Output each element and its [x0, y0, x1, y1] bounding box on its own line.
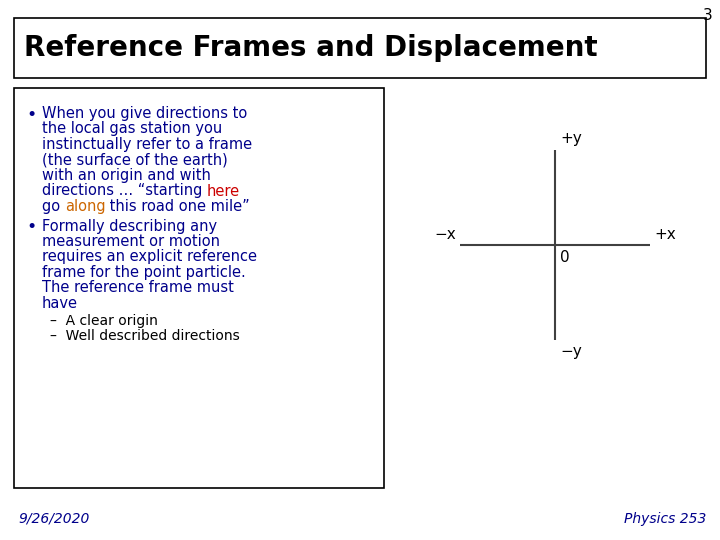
Text: •: •	[26, 106, 36, 124]
Text: When you give directions to: When you give directions to	[42, 106, 247, 121]
Text: Reference Frames and Displacement: Reference Frames and Displacement	[24, 34, 598, 62]
Text: go: go	[42, 199, 65, 214]
Text: with an origin and with: with an origin and with	[42, 168, 211, 183]
Text: Formally describing any: Formally describing any	[42, 219, 217, 233]
Text: the local gas station you: the local gas station you	[42, 122, 222, 137]
Text: along: along	[65, 199, 105, 214]
Text: instinctually refer to a frame: instinctually refer to a frame	[42, 137, 252, 152]
Text: •: •	[26, 219, 36, 237]
Text: 0: 0	[560, 250, 570, 265]
Text: −y: −y	[560, 344, 582, 359]
Text: have: have	[42, 296, 78, 311]
Text: frame for the point particle.: frame for the point particle.	[42, 265, 246, 280]
Text: +x: +x	[654, 227, 676, 242]
FancyBboxPatch shape	[14, 18, 706, 78]
Text: directions … “starting: directions … “starting	[42, 184, 207, 199]
Text: measurement or motion: measurement or motion	[42, 234, 220, 249]
Text: 3: 3	[703, 8, 713, 23]
Text: –  A clear origin: – A clear origin	[50, 314, 158, 327]
Text: –  Well described directions: – Well described directions	[50, 329, 240, 343]
Text: Physics 253: Physics 253	[624, 512, 706, 526]
Text: 9/26/2020: 9/26/2020	[18, 512, 89, 526]
Text: +y: +y	[560, 131, 582, 146]
Text: −x: −x	[434, 227, 456, 242]
Text: this road one mile”: this road one mile”	[105, 199, 250, 214]
Text: here: here	[207, 184, 240, 199]
Text: The reference frame must: The reference frame must	[42, 280, 234, 295]
FancyBboxPatch shape	[14, 88, 384, 488]
Text: (the surface of the earth): (the surface of the earth)	[42, 152, 228, 167]
Text: requires an explicit reference: requires an explicit reference	[42, 249, 257, 265]
